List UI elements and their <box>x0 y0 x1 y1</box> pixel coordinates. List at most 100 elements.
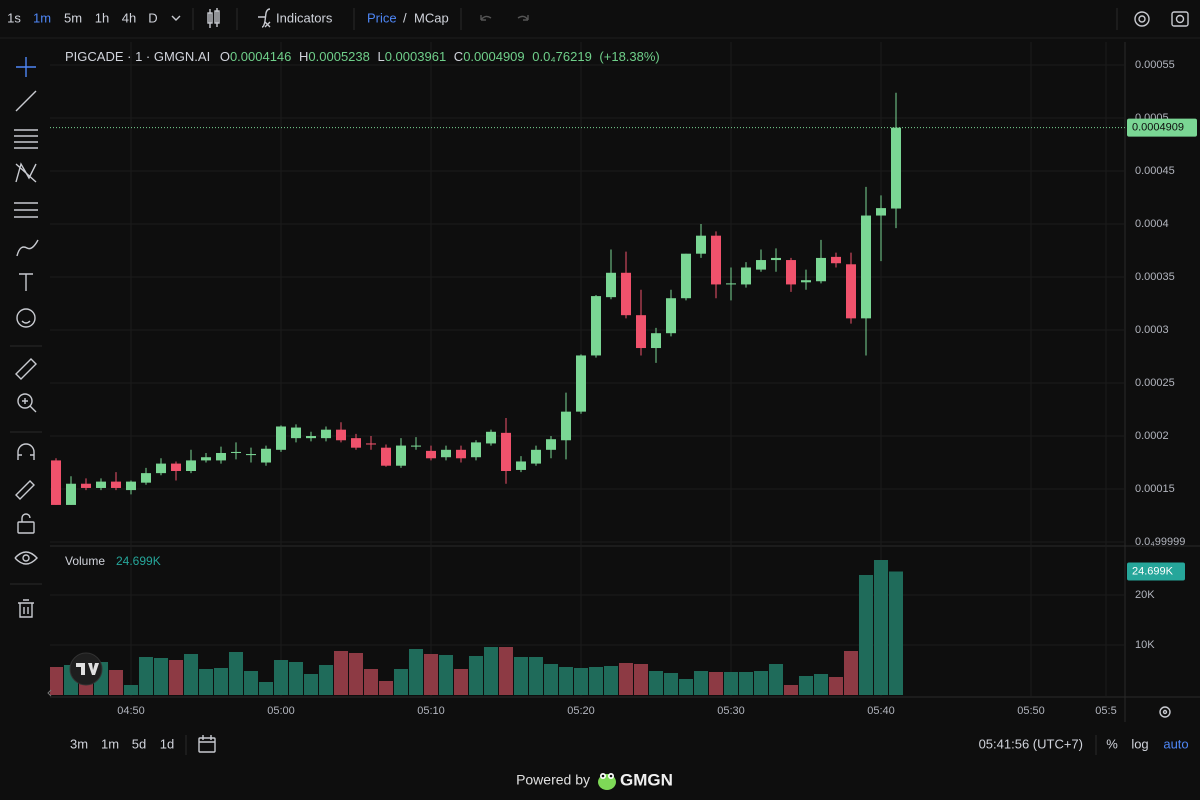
text-tool[interactable] <box>19 273 33 291</box>
x-tick-label: 05:50 <box>1017 705 1045 717</box>
pattern-tool[interactable] <box>15 162 37 183</box>
volume-bar <box>889 571 903 695</box>
candle-body <box>321 429 331 439</box>
volume-bar <box>574 668 588 695</box>
candle-body <box>306 436 316 439</box>
candle-body <box>141 473 151 483</box>
screenshot-button[interactable] <box>1171 11 1189 27</box>
last-volume-badge <box>1127 562 1185 581</box>
volume-bar <box>514 657 528 695</box>
volume-bar <box>199 669 213 695</box>
range-button[interactable]: 1d <box>160 736 174 751</box>
interval-button[interactable]: D <box>148 10 157 25</box>
price-toggle[interactable]: Price <box>367 10 397 25</box>
ruler-tool[interactable] <box>15 358 37 380</box>
visibility-tool[interactable] <box>14 551 38 565</box>
volume-legend-title: Volume <box>65 554 105 568</box>
candle-body <box>816 257 826 282</box>
interval-dropdown[interactable] <box>171 15 181 21</box>
volume-bar <box>814 674 828 695</box>
volume-bar <box>154 658 168 695</box>
last-price-badge <box>1127 118 1197 137</box>
volume-bar <box>694 671 708 695</box>
x-tick-label: 05:40 <box>867 705 895 717</box>
interval-button[interactable]: 4h <box>122 10 136 25</box>
magnet-tool[interactable] <box>17 443 35 460</box>
volume-bar <box>859 575 873 695</box>
interval-button[interactable]: 1s <box>7 10 21 25</box>
volume-bar <box>769 664 783 695</box>
zoom-tool[interactable] <box>17 393 37 413</box>
range-button[interactable]: 5d <box>132 736 146 751</box>
y-tick-label: 0.00015 <box>1135 483 1175 495</box>
candle-body <box>291 427 301 439</box>
volume-bar <box>874 560 888 695</box>
indicators-icon[interactable] <box>258 8 271 28</box>
candle-body <box>336 429 346 441</box>
indicators-button[interactable]: Indicators <box>276 10 333 25</box>
delete-tool[interactable] <box>18 599 34 618</box>
interval-button[interactable]: 1m <box>33 10 51 25</box>
fib-tool[interactable] <box>14 129 38 149</box>
candle-body <box>126 481 136 491</box>
volume-bar <box>334 651 348 695</box>
legend-change-pct: (+18.38%) <box>599 49 659 64</box>
chart-legend: PIGCADE · 1 · GMGN.AI O0.0004146 H0.0005… <box>65 49 660 64</box>
volume-bar <box>139 657 153 695</box>
candle-body <box>456 449 466 459</box>
scroll-left[interactable] <box>47 689 52 697</box>
tradingview-logo <box>69 652 103 686</box>
trend-line-tool[interactable] <box>15 90 37 112</box>
redo-button[interactable] <box>517 15 529 21</box>
volume-bar <box>739 672 753 695</box>
candle-body <box>516 461 526 470</box>
volume-bar <box>409 649 423 695</box>
interval-button[interactable]: 5m <box>64 10 82 25</box>
y-tick-label: 0.0003 <box>1135 324 1169 336</box>
candle-body <box>771 257 781 261</box>
grid <box>50 42 1125 697</box>
lock-tool[interactable] <box>17 513 35 534</box>
crosshair-tool[interactable] <box>16 57 36 77</box>
volume-bar <box>544 664 558 695</box>
candle-body <box>591 296 601 356</box>
range-button[interactable]: 1m <box>101 736 119 751</box>
legend-label: L <box>377 49 384 64</box>
reset-scale-button[interactable] <box>1159 706 1171 718</box>
series <box>50 92 1125 695</box>
emoji-tool[interactable] <box>16 308 36 328</box>
brush-tool[interactable] <box>16 239 39 257</box>
projection-tool[interactable] <box>14 202 38 218</box>
powered-by: Powered by <box>516 772 590 788</box>
axes: 04:50 05:00 05:10 05:20 05:30 05:40 05:50 05:5 0… <box>117 59 1197 717</box>
y-tick-label: 0.0₄99999 <box>1135 536 1185 548</box>
auto-toggle[interactable]: auto <box>1163 736 1188 751</box>
candle-body <box>231 451 241 453</box>
bottom-toolbar: 3m 1m 5d 1d 05:41:56 (UTC+7) % log auto <box>70 735 1189 755</box>
volume-bar <box>109 670 123 695</box>
x-tick-label: 05:30 <box>717 705 745 717</box>
candle-body <box>756 260 766 270</box>
candle-body <box>411 445 421 447</box>
mcap-toggle[interactable]: MCap <box>414 10 449 25</box>
undo-button[interactable] <box>480 15 492 21</box>
settings-button[interactable] <box>1134 11 1150 27</box>
candle-body <box>426 450 436 459</box>
percent-toggle[interactable]: % <box>1106 736 1118 751</box>
chart-type-button[interactable] <box>207 8 220 28</box>
range-button[interactable]: 3m <box>70 736 88 751</box>
volume-bar <box>319 665 333 695</box>
interval-button[interactable]: 1h <box>95 10 109 25</box>
volume-bar <box>424 654 438 695</box>
log-toggle[interactable]: log <box>1131 736 1148 751</box>
candle-body <box>711 235 721 285</box>
date-range-button[interactable] <box>198 735 216 753</box>
candle-body <box>66 483 76 505</box>
candle-body <box>666 298 676 334</box>
chart-title: PIGCADE · 1 · GMGN.AI <box>65 49 210 64</box>
volume-bar <box>469 656 483 695</box>
lock-drawing-tool[interactable] <box>15 480 35 500</box>
volume-bar <box>214 668 228 695</box>
candle-body <box>876 208 886 216</box>
